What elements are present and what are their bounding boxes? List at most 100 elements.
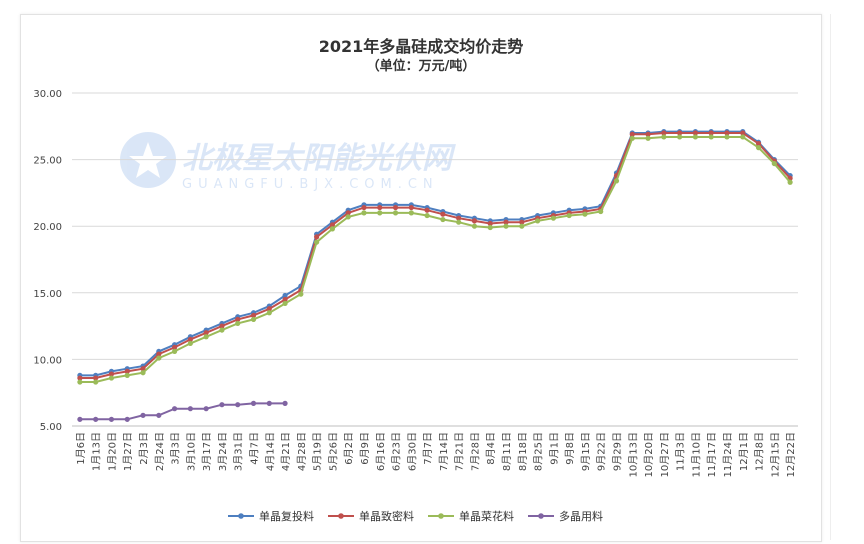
legend-marker — [238, 513, 244, 519]
data-point — [456, 215, 462, 221]
series-line — [79, 132, 791, 379]
x-tick-label: 3月31日 — [233, 432, 245, 471]
x-tick-label: 9月29日 — [612, 432, 624, 471]
data-point — [392, 204, 399, 211]
data-point — [124, 368, 130, 374]
data-point — [187, 340, 193, 347]
data-point — [487, 224, 493, 231]
x-tick-label: 9月8日 — [564, 432, 576, 465]
data-point — [645, 131, 651, 137]
data-point — [724, 130, 730, 136]
data-point — [187, 406, 193, 412]
data-point — [771, 160, 777, 167]
y-tick-label: 25.00 — [33, 156, 62, 167]
data-point — [519, 223, 525, 229]
data-point — [93, 379, 99, 385]
data-point — [108, 416, 115, 422]
data-point — [124, 416, 130, 422]
x-tick-label: 4月28日 — [296, 432, 308, 471]
y-axis: 5.00 10.00 15.00 20.00 25.00 30.00 — [33, 89, 62, 433]
x-tick-label: 5月19日 — [312, 432, 324, 471]
x-tick-label: 6月9日 — [359, 432, 371, 465]
x-tick-label: 8月25日 — [533, 432, 545, 471]
data-point — [140, 412, 146, 418]
legend-label: 单晶复投料 — [259, 509, 314, 523]
watermark-text-cn: 北极星太阳能光伏网 — [182, 141, 456, 176]
data-point — [266, 400, 272, 406]
data-point — [550, 215, 556, 221]
data-point — [124, 372, 130, 378]
data-point — [582, 211, 588, 217]
data-point — [677, 134, 683, 140]
x-tick-label: 7月14日 — [438, 432, 450, 471]
watermark-logo: 北极星太阳能光伏网 GUANGFU.BJX.COM.CN — [120, 132, 456, 192]
data-point — [661, 130, 667, 136]
data-point — [235, 316, 241, 323]
data-point — [377, 204, 383, 211]
y-tick-label: 20.00 — [33, 222, 62, 233]
data-point — [345, 214, 351, 220]
data-point — [203, 334, 209, 340]
data-point — [219, 402, 225, 408]
x-tick-label: 3月10日 — [185, 432, 197, 471]
data-point — [203, 406, 209, 412]
data-point — [314, 239, 320, 245]
x-tick-label: 1月20日 — [106, 432, 118, 471]
x-tick-label: 12月15日 — [769, 432, 781, 477]
x-tick-label: 2月24日 — [154, 432, 166, 471]
x-tick-label: 3月3日 — [170, 432, 182, 465]
data-point — [692, 134, 699, 140]
data-point — [187, 336, 193, 343]
data-point — [266, 310, 272, 316]
data-point — [250, 316, 257, 323]
data-point — [219, 327, 225, 333]
series-3 — [77, 400, 288, 422]
y-tick-label: 30.00 — [33, 89, 62, 100]
data-point — [661, 134, 667, 140]
data-point — [282, 296, 288, 303]
data-point — [755, 141, 762, 147]
x-tick-label: 1月13日 — [91, 432, 103, 471]
data-point — [77, 416, 83, 422]
data-point — [282, 400, 288, 406]
x-tick-label: 7月21日 — [454, 432, 466, 471]
x-tick-label: 4月21日 — [280, 432, 292, 471]
data-point — [77, 379, 83, 385]
data-point — [235, 402, 241, 408]
data-point — [740, 134, 746, 140]
data-point — [203, 330, 209, 336]
data-point — [645, 135, 651, 141]
x-tick-label: 1月27日 — [122, 432, 134, 471]
data-point — [629, 131, 635, 137]
data-point — [314, 234, 320, 240]
data-point — [598, 208, 604, 215]
x-tick-label: 6月16日 — [375, 432, 387, 471]
data-point — [171, 344, 178, 351]
x-tick-label: 11月10日 — [690, 432, 702, 477]
data-point — [534, 218, 541, 224]
legend-label: 单晶菜花料 — [459, 509, 514, 523]
card-edge — [830, 14, 831, 540]
x-tick-label: 6月23日 — [391, 432, 403, 471]
data-point — [487, 220, 493, 227]
data-point — [787, 179, 793, 185]
data-point — [171, 406, 178, 412]
data-point — [329, 222, 336, 228]
x-tick-label: 7月28日 — [469, 432, 481, 471]
data-point — [361, 210, 367, 216]
data-point — [156, 351, 162, 357]
x-tick-label: 9月1日 — [548, 432, 560, 465]
y-tick-label: 15.00 — [33, 289, 62, 300]
x-tick-label: 11月3日 — [675, 432, 687, 471]
data-point — [392, 210, 399, 216]
data-point — [93, 416, 99, 422]
data-point — [471, 223, 478, 229]
x-tick-label: 3月24日 — [217, 432, 229, 471]
x-tick-label: 12月8日 — [754, 432, 766, 471]
series-group — [77, 129, 793, 422]
data-point — [408, 204, 414, 211]
y-tick-label: 10.00 — [33, 355, 62, 366]
chart-subtitle: （单位：万元/吨） — [366, 59, 476, 74]
x-tick-label: 7月7日 — [422, 432, 434, 465]
